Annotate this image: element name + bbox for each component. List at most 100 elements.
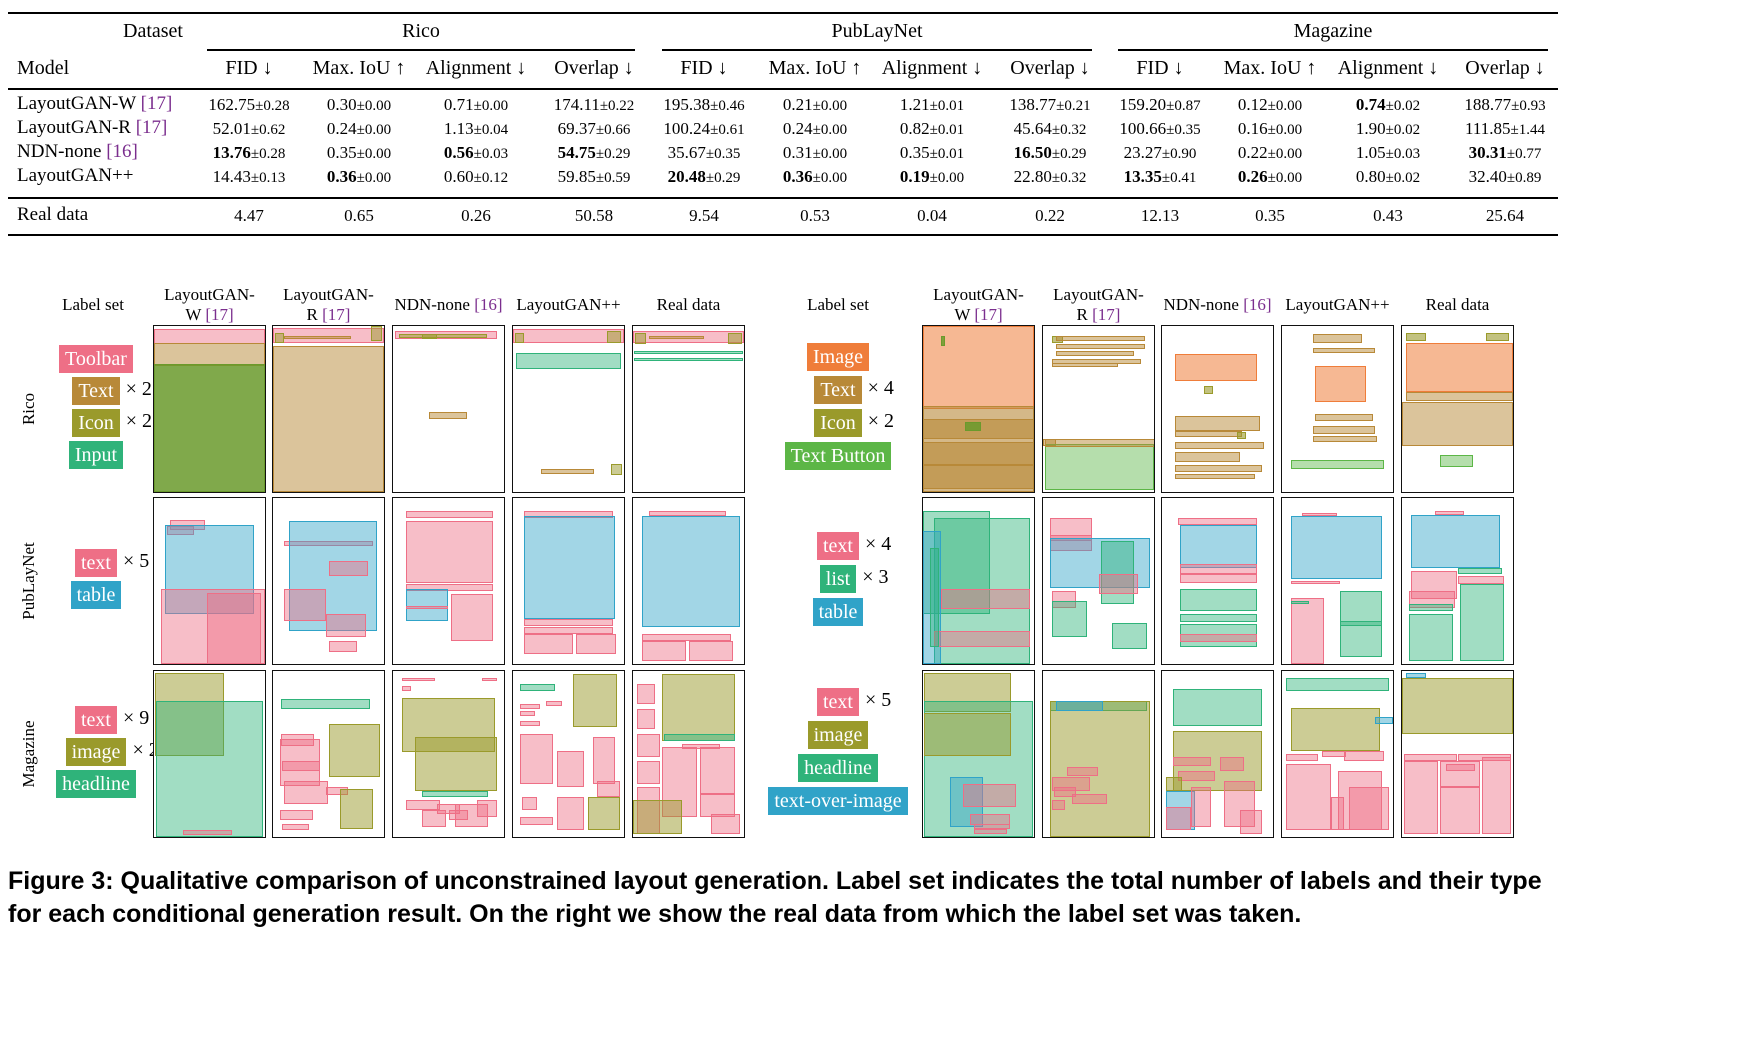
real-data-cell: 0.65 xyxy=(344,206,374,225)
layout-element xyxy=(1056,700,1103,711)
layout-element xyxy=(1175,442,1265,449)
layout-element xyxy=(524,619,613,626)
layout-element xyxy=(155,672,224,756)
column-header: LayoutGAN- W [17] xyxy=(933,285,1024,324)
layout-element xyxy=(974,828,1008,834)
real-data-cell: 0.26 xyxy=(461,206,491,225)
layout-element xyxy=(1290,600,1309,605)
real-data-cell: 50.58 xyxy=(574,206,614,225)
table-cell: 16.50±0.29 xyxy=(1013,143,1087,162)
layout-element xyxy=(284,589,327,621)
layout-element xyxy=(641,516,740,628)
row-label: LayoutGAN-R [17] xyxy=(17,117,168,138)
layout-frame xyxy=(1401,497,1514,665)
table-cell: 0.30±0.00 xyxy=(326,95,392,114)
column-header: NDN-none [16] xyxy=(1163,295,1272,314)
layout-element xyxy=(1408,614,1454,661)
layout-element xyxy=(1179,564,1258,575)
layout-element xyxy=(1049,537,1150,588)
table-cell: 20.48±0.29 xyxy=(667,167,741,186)
column-header: LayoutGAN- W [17] xyxy=(164,285,255,324)
metric-header: FID ↓ xyxy=(680,57,728,79)
layout-element xyxy=(648,335,705,340)
label-tag: table xyxy=(70,581,122,609)
layout-element xyxy=(1408,590,1456,608)
real-data-cell: 0.35 xyxy=(1255,206,1285,225)
layout-element xyxy=(1446,763,1476,771)
layout-element xyxy=(1100,541,1135,605)
layout-frame xyxy=(922,670,1035,838)
layout-element xyxy=(401,677,436,681)
layout-element xyxy=(664,734,736,741)
layout-element xyxy=(635,332,647,345)
label-set-header-right: Label set xyxy=(807,295,869,314)
group-header-publaynet: PubLayNet xyxy=(831,20,923,42)
layout-element xyxy=(597,780,620,798)
layout-element xyxy=(633,800,682,834)
layout-element xyxy=(634,350,743,355)
layout-element xyxy=(1406,672,1427,678)
layout-element xyxy=(681,744,720,749)
layout-element xyxy=(576,634,617,655)
group-rule xyxy=(1118,49,1548,51)
layout-element xyxy=(279,739,320,786)
layout-element xyxy=(524,634,573,655)
metric-header: Overlap ↓ xyxy=(554,57,634,79)
table-cell: 162.75±0.28 xyxy=(208,95,290,114)
label-tag: image xyxy=(65,738,127,766)
layout-element xyxy=(648,511,727,517)
layout-frame xyxy=(922,325,1035,493)
layout-frame xyxy=(1042,497,1155,665)
table-cell: 0.22±0.00 xyxy=(1237,143,1303,162)
table-cell: 0.31±0.00 xyxy=(782,143,848,162)
label-tag: text xyxy=(75,549,117,577)
layout-element xyxy=(949,777,983,828)
table-cell: 1.90±0.02 xyxy=(1355,119,1421,138)
layout-element xyxy=(481,677,498,681)
table-cell: 0.82±0.01 xyxy=(899,119,965,138)
real-data-cell: 4.47 xyxy=(234,206,264,225)
layout-element xyxy=(1177,770,1216,781)
layout-element xyxy=(1051,777,1090,791)
layout-element xyxy=(924,712,1011,756)
layout-element xyxy=(1179,524,1258,568)
table-cell: 0.36±0.00 xyxy=(326,167,392,186)
layout-frame xyxy=(153,497,266,665)
label-tag: headline xyxy=(798,754,878,782)
layout-element xyxy=(448,810,469,821)
layout-element xyxy=(519,704,540,710)
column-header: LayoutGAN++ xyxy=(1285,295,1390,314)
layout-element xyxy=(519,710,536,716)
layout-frame xyxy=(392,670,505,838)
table-cell: 195.38±0.46 xyxy=(663,95,745,114)
layout-element xyxy=(1286,677,1389,691)
layout-element xyxy=(1290,597,1325,664)
layout-element xyxy=(284,335,351,340)
mid-rule xyxy=(8,197,1558,199)
layout-element xyxy=(1175,465,1262,473)
layout-element xyxy=(284,541,373,547)
label-count: × 2 xyxy=(132,739,159,761)
metric-header: FID ↓ xyxy=(225,57,273,79)
layout-frame xyxy=(1042,325,1155,493)
real-data-cell: 0.43 xyxy=(1373,206,1403,225)
table-cell: 1.21±0.01 xyxy=(899,95,965,114)
layout-element xyxy=(513,329,624,343)
layout-element xyxy=(1486,332,1509,341)
table-cell: 13.35±0.41 xyxy=(1123,167,1197,186)
layout-element xyxy=(328,561,369,577)
table-cell: 22.80±0.32 xyxy=(1013,167,1087,186)
layout-element xyxy=(275,332,285,343)
table-cell: 0.71±0.00 xyxy=(443,95,509,114)
real-data-cell: 0.04 xyxy=(917,206,947,225)
layout-element xyxy=(328,640,358,653)
metric-header: Max. IoU ↑ xyxy=(312,57,406,79)
metric-header: Max. IoU ↑ xyxy=(1223,57,1317,79)
layout-element xyxy=(728,332,742,345)
label-tag: text xyxy=(817,688,859,716)
layout-element xyxy=(1402,677,1513,735)
layout-element xyxy=(1056,350,1134,356)
layout-frame xyxy=(272,325,385,493)
layout-element xyxy=(1337,770,1382,831)
layout-element xyxy=(637,760,660,784)
